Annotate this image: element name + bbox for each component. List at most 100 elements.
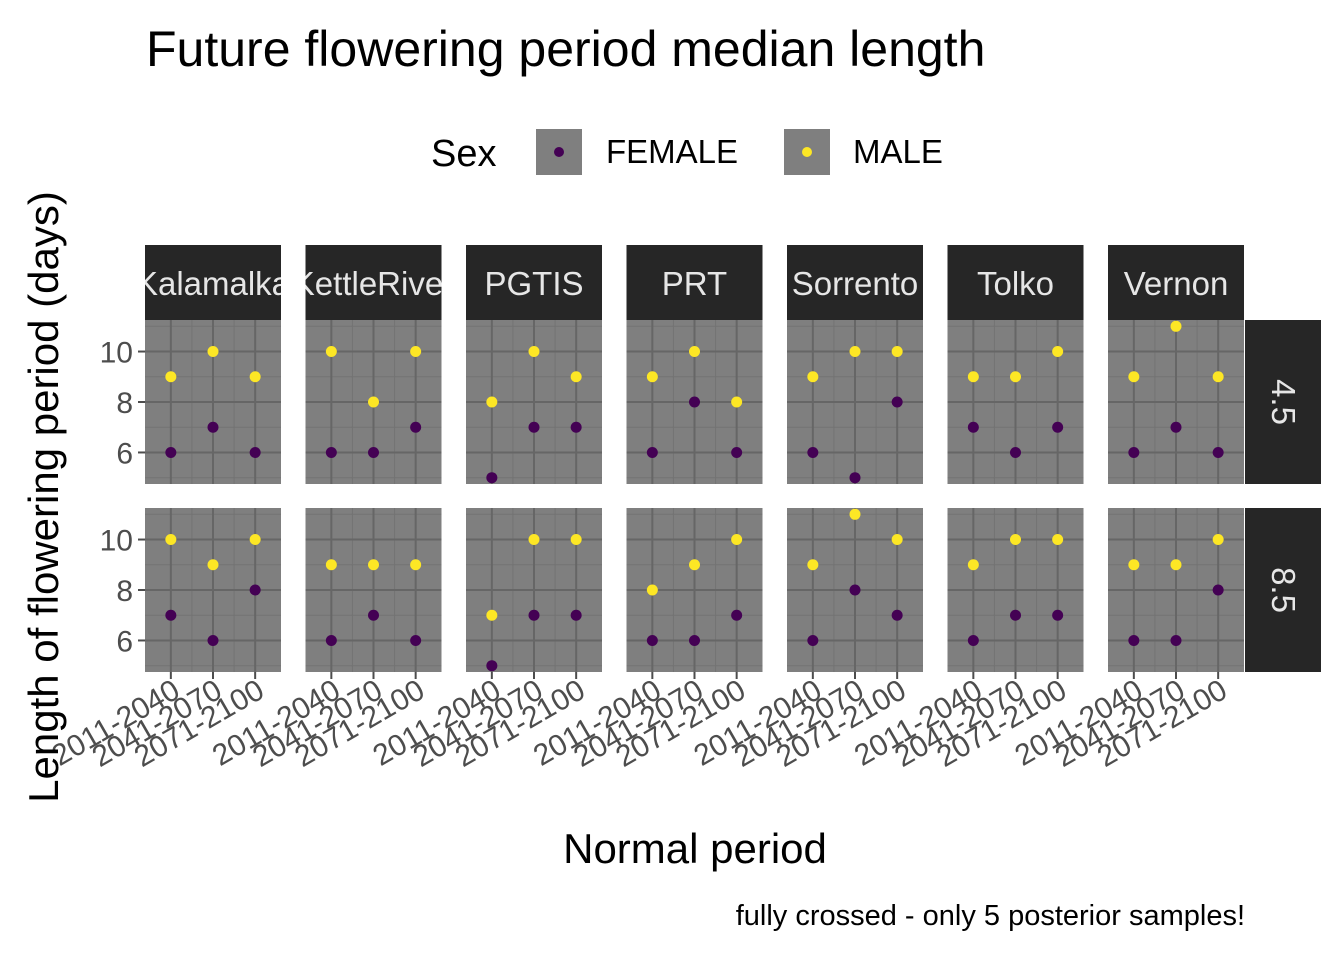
data-point-female xyxy=(249,446,261,458)
data-point-female xyxy=(410,634,422,646)
data-point-male xyxy=(891,346,903,358)
legend: Sex FEMALE MALE xyxy=(431,129,943,175)
data-point-female xyxy=(165,446,177,458)
legend-point-male xyxy=(802,147,812,157)
data-point-female xyxy=(1212,446,1224,458)
data-point-male xyxy=(325,559,337,571)
data-point-female xyxy=(368,446,379,458)
legend-label-female: FEMALE xyxy=(606,133,738,170)
data-point-female xyxy=(1128,446,1140,458)
data-point-female xyxy=(807,446,819,458)
data-point-female xyxy=(891,396,903,408)
y-tick-label: 8 xyxy=(116,575,133,608)
data-point-male xyxy=(731,534,743,546)
data-point-female xyxy=(689,396,700,408)
data-point-female xyxy=(967,634,979,646)
legend-title: Sex xyxy=(431,133,496,175)
data-point-female xyxy=(849,584,861,596)
data-point-male xyxy=(807,559,819,571)
data-point-male xyxy=(731,396,743,408)
data-point-male xyxy=(528,534,540,546)
data-point-female xyxy=(165,609,177,621)
data-point-female xyxy=(528,421,540,433)
data-point-male xyxy=(570,534,582,546)
data-point-female xyxy=(646,446,658,458)
facet-strip-label: Sorrento xyxy=(792,265,919,302)
legend-point-female xyxy=(554,147,564,157)
facet-strip xyxy=(1108,245,1244,320)
facet-strip-label: Tolko xyxy=(977,265,1054,302)
data-point-female xyxy=(807,634,819,646)
facet-strip xyxy=(947,245,1084,320)
data-point-male xyxy=(486,609,498,621)
facet-strip xyxy=(787,245,923,320)
y-axis-title: Length of flowering period (days) xyxy=(20,191,67,803)
data-point-male xyxy=(849,508,861,520)
data-point-male xyxy=(410,559,422,571)
data-point-female xyxy=(486,660,498,672)
facet-row-strip xyxy=(1245,508,1321,672)
facet-strip xyxy=(305,245,442,320)
y-tick-label: 8 xyxy=(116,387,133,420)
facet-row-strip xyxy=(1245,320,1321,484)
data-point-female xyxy=(570,421,582,433)
data-point-female xyxy=(849,472,861,484)
x-axis-title: Normal period xyxy=(563,825,827,872)
facet-panels: Kalamalka681068102011-20402041-20702071-… xyxy=(47,245,1321,774)
legend-label-male: MALE xyxy=(853,133,943,170)
data-point-female xyxy=(1170,421,1182,433)
data-point-male xyxy=(689,559,700,571)
facet-strip-label: Kalamalka xyxy=(136,265,291,302)
data-point-male xyxy=(646,584,658,596)
data-point-male xyxy=(1128,371,1140,383)
data-point-female xyxy=(1128,634,1140,646)
data-point-female xyxy=(325,634,337,646)
facet-strip xyxy=(145,245,281,320)
data-point-male xyxy=(325,346,337,358)
data-point-male xyxy=(528,346,540,358)
data-point-male xyxy=(891,534,903,546)
data-point-female xyxy=(325,446,337,458)
facet-strip xyxy=(466,245,602,320)
data-point-male xyxy=(207,559,219,571)
data-point-female xyxy=(967,421,979,433)
data-point-female xyxy=(570,609,582,621)
data-point-male xyxy=(967,371,979,383)
facet-strip-label: PGTIS xyxy=(484,265,583,302)
data-point-male xyxy=(1128,559,1140,571)
data-point-male xyxy=(1010,371,1021,383)
data-point-female xyxy=(486,472,498,484)
chart-caption: fully crossed - only 5 posterior samples… xyxy=(736,900,1245,932)
data-point-female xyxy=(689,634,700,646)
data-point-female xyxy=(731,446,743,458)
data-point-male xyxy=(967,559,979,571)
data-point-female xyxy=(646,634,658,646)
y-tick-label: 6 xyxy=(116,625,133,658)
facet-strip-label: PRT xyxy=(662,265,727,302)
data-point-male xyxy=(1212,534,1224,546)
data-point-female xyxy=(731,609,743,621)
facet-strip-label: KettleRiver xyxy=(293,265,454,302)
data-point-male xyxy=(249,534,261,546)
facet-row-strip-label: 8.5 xyxy=(1265,567,1302,613)
data-point-female xyxy=(1170,634,1182,646)
data-point-female xyxy=(891,609,903,621)
data-point-male xyxy=(1170,320,1182,332)
data-point-female xyxy=(1010,446,1021,458)
facet-strip-label: Vernon xyxy=(1124,265,1229,302)
data-point-female xyxy=(368,609,379,621)
data-point-male xyxy=(849,346,861,358)
data-point-male xyxy=(368,396,379,408)
data-point-male xyxy=(1052,534,1064,546)
chart-title: Future flowering period median length xyxy=(146,21,985,77)
data-point-female xyxy=(1010,609,1021,621)
data-point-male xyxy=(486,396,498,408)
data-point-male xyxy=(165,371,177,383)
data-point-male xyxy=(368,559,379,571)
data-point-female xyxy=(207,634,219,646)
data-point-male xyxy=(1052,346,1064,358)
data-point-male xyxy=(1170,559,1182,571)
data-point-female xyxy=(1052,609,1064,621)
y-tick-label: 10 xyxy=(100,337,133,370)
